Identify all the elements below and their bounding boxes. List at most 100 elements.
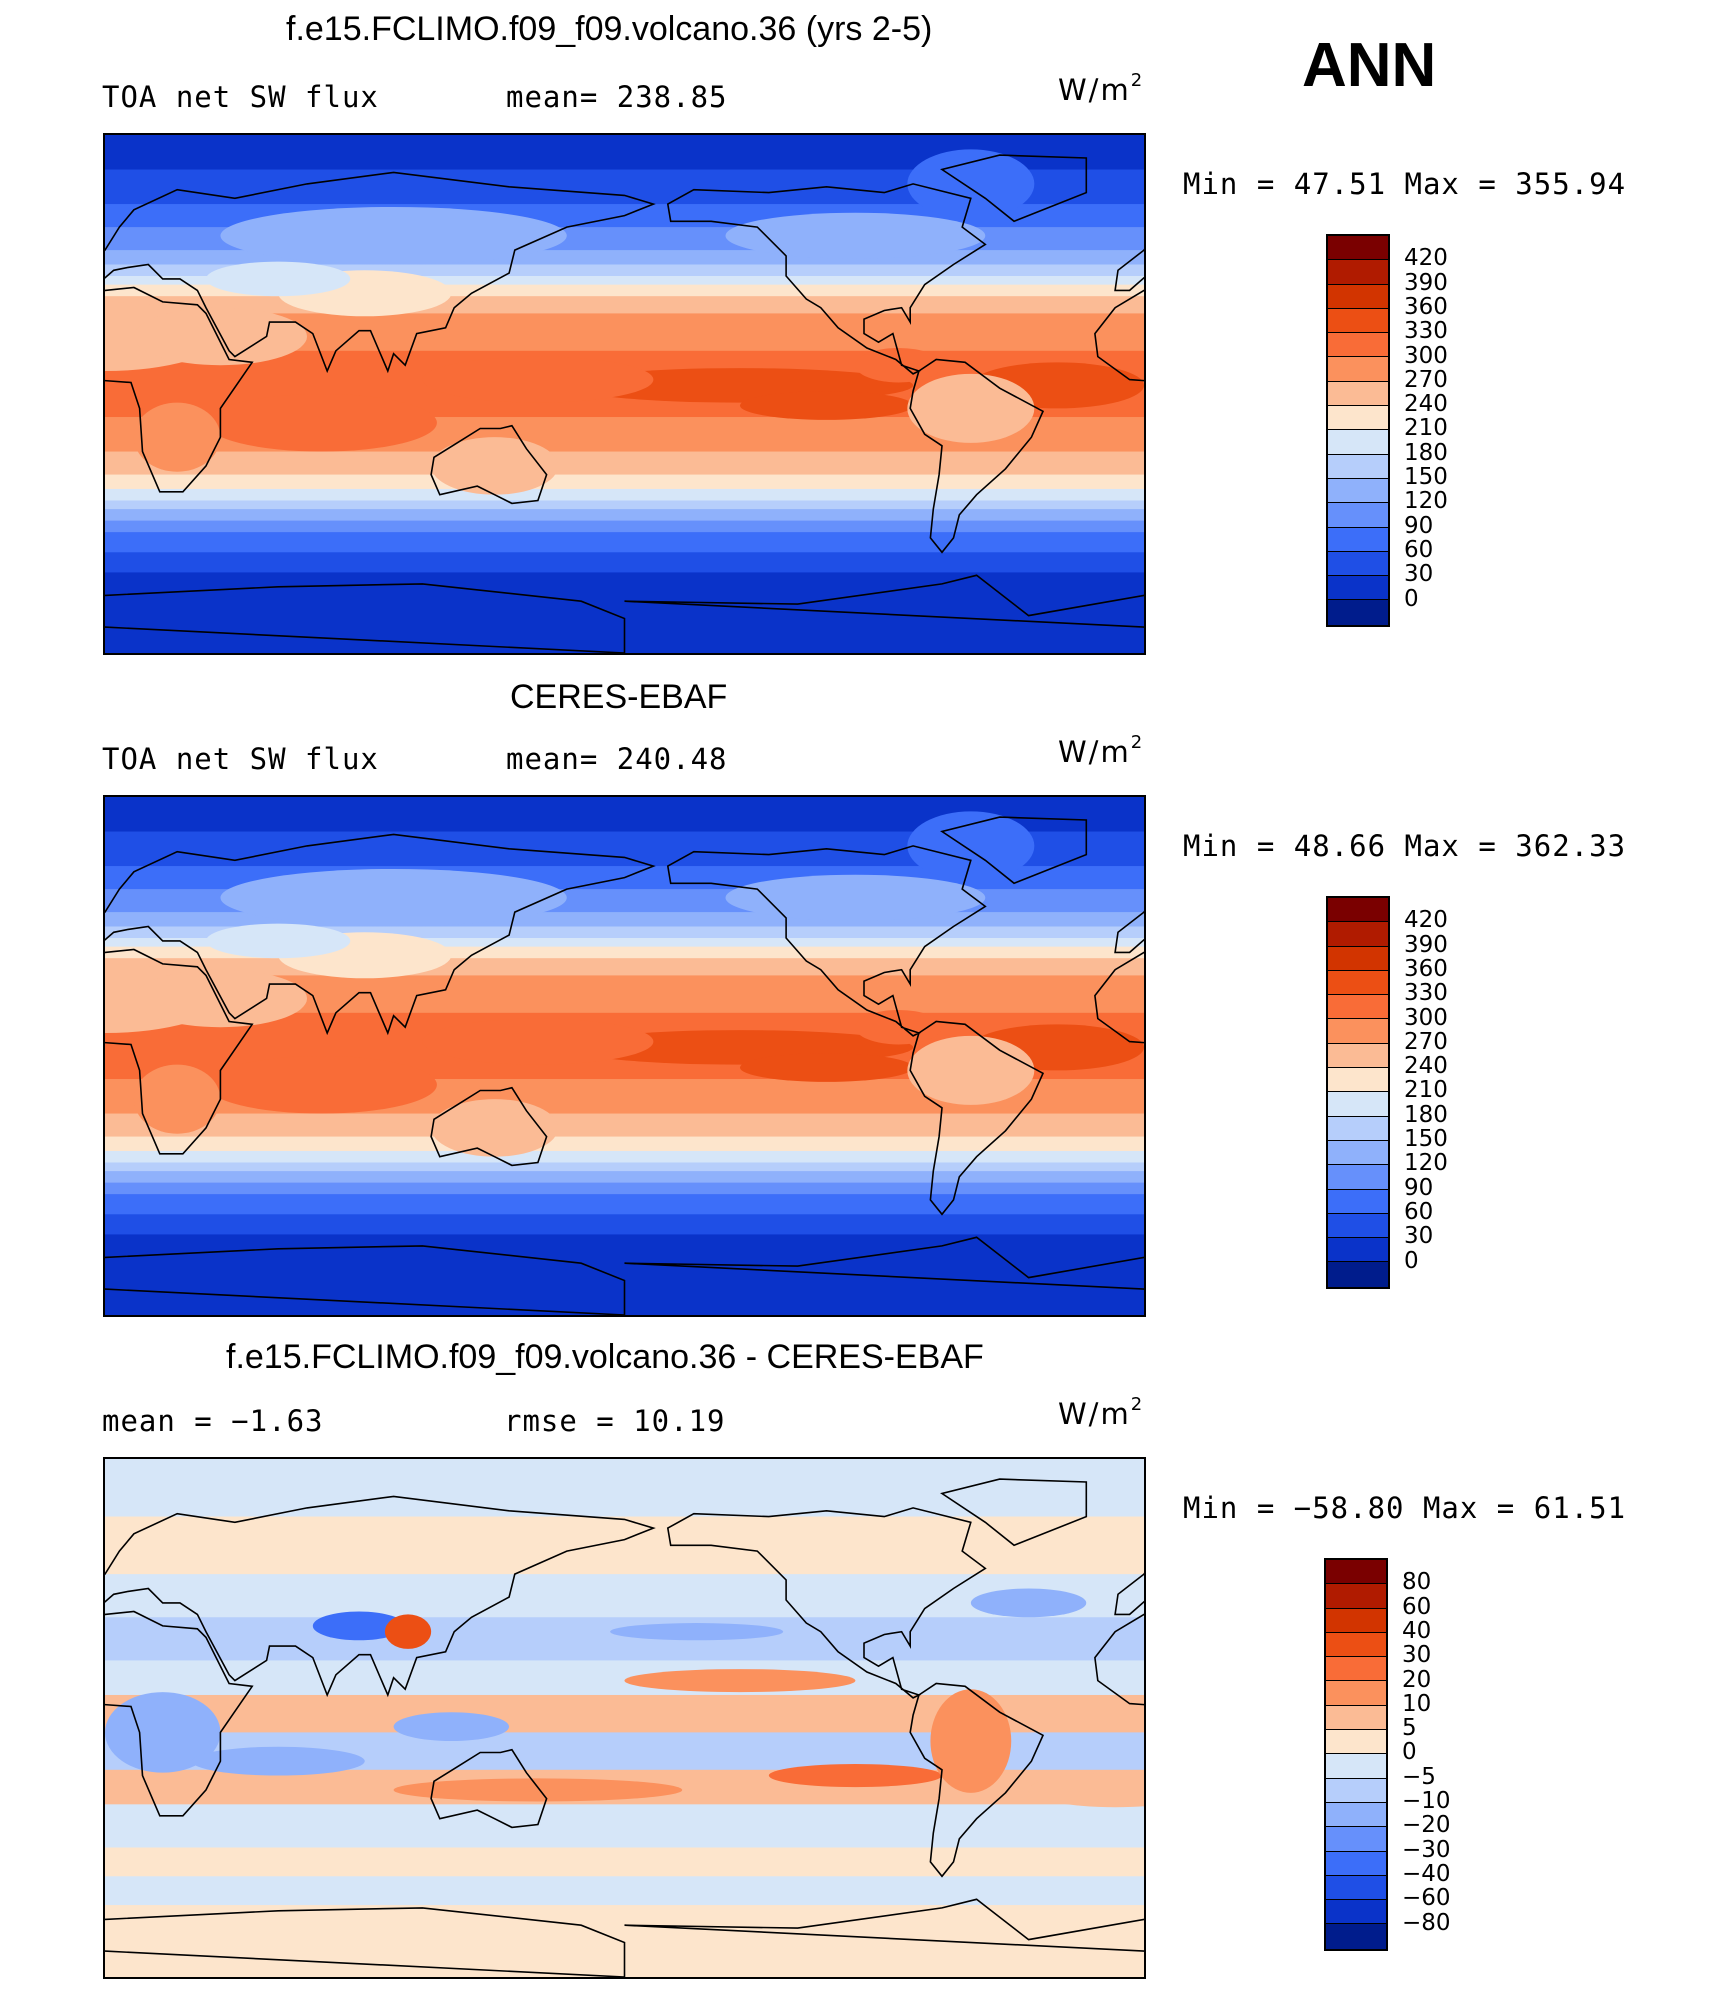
coastline-australia (430, 1748, 548, 1829)
coastline-greenland (940, 1478, 1088, 1547)
colorbar-segment (1326, 1754, 1386, 1779)
coastline-africa (105, 286, 254, 493)
flux-feature (105, 1692, 221, 1773)
colorbar-tick-label: 180 (1404, 1101, 1448, 1128)
colorbar-segment (1328, 333, 1388, 358)
colorbar-tick-label: 5 (1402, 1715, 1417, 1742)
colorbar-tick-label: 300 (1404, 1004, 1448, 1031)
flux-feature (393, 1778, 683, 1802)
colorbar-segment (1326, 1730, 1386, 1755)
colorbar-segment (1326, 1608, 1386, 1633)
colorbar-segment (1328, 946, 1388, 971)
colorbar-tick-label: 420 (1404, 907, 1448, 934)
colorbar-segment (1326, 1657, 1386, 1682)
panel1-map (103, 133, 1146, 655)
flux-band (105, 1194, 1144, 1216)
panel2-map (103, 795, 1146, 1317)
coastline-africa (105, 1610, 254, 1817)
colorbar-segment (1328, 503, 1388, 528)
colorbar-segment (1328, 357, 1388, 382)
colorbar-tick-label: 300 (1404, 342, 1448, 369)
flux-feature (422, 356, 654, 403)
flux-feature (739, 1053, 914, 1082)
flux-feature (133, 969, 308, 1028)
coastline-antarctica (624, 574, 1144, 628)
flux-feature (431, 437, 559, 495)
colorbar-tick-label: 420 (1404, 245, 1448, 272)
panel3-map (103, 1457, 1146, 1979)
flux-band (105, 1182, 1144, 1196)
colorbar-segment (1328, 1092, 1388, 1117)
flux-feature (855, 1009, 942, 1045)
colorbar-tick-label: 150 (1404, 1126, 1448, 1152)
colorbar-segment (1326, 1584, 1386, 1609)
flux-band (105, 1574, 1144, 1619)
coastline-greenland (940, 154, 1088, 223)
colorbar-tick-label: 90 (1404, 512, 1434, 539)
colorbar-tick-label: 330 (1404, 980, 1448, 1007)
coastline-samerica (909, 358, 1045, 554)
coastline-eurasia (105, 1495, 656, 1698)
colorbar-segment (1326, 1802, 1386, 1828)
flux-band (105, 1847, 1144, 1878)
colorbar-tick-label: 30 (1404, 561, 1434, 588)
colorbar-segment (1328, 1238, 1388, 1263)
colorbar-segment (1328, 478, 1388, 504)
colorbar-segment (1328, 1140, 1388, 1166)
panel2-units: W/m2 (1058, 732, 1143, 769)
coastline-antarctica (105, 583, 626, 653)
flux-feature (206, 923, 351, 959)
flux-band (105, 552, 1144, 574)
colorbar-tick-label: 60 (1402, 1593, 1432, 1620)
flux-feature (610, 1623, 784, 1641)
colorbar-tick-label: 390 (1404, 931, 1448, 958)
panel1-mean-label: mean= 238.85 (506, 80, 728, 114)
colorbar-tick-label: 240 (1404, 391, 1448, 418)
panel1-colorbar (1326, 234, 1390, 627)
season-label: ANN (1302, 31, 1437, 100)
colorbar-segment (1328, 1068, 1388, 1093)
colorbar-segment (1326, 1632, 1386, 1658)
flux-feature (191, 1746, 365, 1776)
coastlines (105, 816, 1144, 1315)
panel3-title: f.e15.FCLIMO.f09_f09.volcano.36 - CERES-… (226, 1338, 984, 1376)
panel2-minmax: Min = 48.66 Max = 362.33 (1183, 829, 1627, 863)
colorbar-tick-label: 360 (1404, 955, 1448, 982)
coastline-samerica (909, 1682, 1045, 1878)
flux-feature (907, 1035, 1035, 1105)
colorbar-segment (1328, 1019, 1388, 1044)
flux-band (105, 500, 1144, 511)
panel2-title: CERES-EBAF (510, 678, 728, 716)
panel1-field-label: TOA net SW flux (102, 80, 379, 114)
colorbar-tick-label: 80 (1402, 1569, 1432, 1596)
colorbar-tick-label: −80 (1402, 1909, 1451, 1936)
colorbar-segment (1328, 260, 1388, 285)
flux-band (105, 1660, 1144, 1696)
colorbar-tick-label: 60 (1404, 536, 1434, 563)
panel2-mean-label: mean= 240.48 (506, 742, 728, 776)
colorbar-segment (1328, 406, 1388, 431)
colorbar-tick-label: 360 (1404, 293, 1448, 320)
colorbar-segment (1328, 236, 1388, 261)
flux-feature (422, 1018, 654, 1065)
flux-band (105, 1804, 1144, 1849)
colorbar-segment (1328, 430, 1388, 455)
colorbar-segment (1328, 454, 1388, 479)
colorbar-segment (1326, 1924, 1386, 1949)
coastline-namerica (666, 845, 987, 1037)
flux-band (105, 532, 1144, 554)
panel1-title: f.e15.FCLIMO.f09_f09.volcano.36 (yrs 2-5… (286, 10, 933, 48)
colorbar-tick-label: 180 (1404, 439, 1448, 466)
colorbar-tick-label: 330 (1404, 318, 1448, 345)
colorbar-tick-label: 10 (1402, 1690, 1432, 1717)
colorbar-tick-label: −60 (1402, 1885, 1451, 1912)
colorbar-segment (1328, 551, 1388, 577)
flux-feature (220, 206, 567, 265)
colorbar-tick-label: −20 (1402, 1812, 1451, 1839)
flux-band (105, 1162, 1144, 1173)
coastlines (105, 1478, 1144, 1977)
colorbar-tick-label: 240 (1404, 1053, 1448, 1080)
colorbar-segment (1326, 1705, 1386, 1731)
colorbar-segment (1328, 1262, 1388, 1287)
colorbar-tick-label: 40 (1402, 1617, 1432, 1644)
